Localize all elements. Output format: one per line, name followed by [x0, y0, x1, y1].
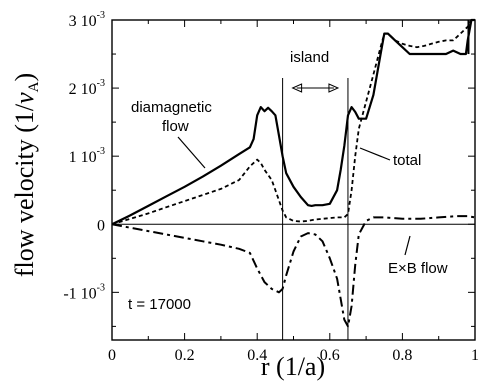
y-tick-mantissa: 1 10	[69, 149, 97, 166]
y-tick-label-4: 3 10-3	[69, 10, 105, 30]
y-axis-title-close: )	[10, 73, 39, 82]
y-tick-exponent: -3	[97, 78, 105, 89]
x-tick-label-1: 0.2	[175, 347, 195, 364]
y-tick-exponent: -3	[97, 282, 105, 293]
x-tick-label-4: 0.8	[392, 347, 412, 364]
y-tick-label-2: 1 10-3	[69, 146, 105, 166]
island-arrow-head-right	[328, 83, 340, 93]
island-arrow-head-left	[291, 83, 303, 93]
y-tick-mantissa: 2 10	[69, 81, 97, 98]
x-axis-title: r (1/a)	[261, 352, 325, 381]
x-tick-label-5: 1	[471, 347, 479, 364]
y-tick-exponent: -3	[97, 10, 105, 21]
y-tick-label-3: 2 10-3	[69, 78, 105, 98]
x-tick-label-2: 0.4	[247, 347, 267, 364]
total-label: total	[393, 152, 421, 169]
y-tick-label-1: 0	[97, 217, 105, 234]
series-exb-line	[111, 215, 476, 328]
y-axis-title-var: v	[10, 92, 39, 104]
y-tick-label-0: -1 10-3	[63, 282, 105, 302]
x-tick-label-3: 0.6	[320, 347, 340, 364]
y-axis-title-main: flow velocity (1/	[10, 103, 39, 277]
diamagnetic-leader-line	[177, 136, 206, 169]
y-tick-mantissa: 3 10	[69, 13, 97, 30]
series-diamagnetic-line	[111, 18, 475, 226]
y-tick-mantissa: 0	[97, 217, 105, 234]
exb-leader-line	[404, 235, 411, 256]
y-axis-title-sub: A	[26, 81, 42, 92]
diamagnetic-label-line1: diamagnetic	[131, 99, 212, 116]
y-tick-mantissa: -1 10	[63, 285, 96, 302]
curves	[111, 18, 476, 328]
time-label: t = 17000	[128, 296, 191, 313]
island-label: island	[290, 49, 329, 66]
diamagnetic-label-line2: flow	[162, 118, 189, 135]
exb-label: E×B flow	[388, 260, 448, 277]
plot-frame	[111, 19, 476, 341]
x-tick-label-0: 0	[108, 347, 116, 364]
plot-area: 0 0.2 0.4 0.6 0.8 1-1 10-301 10-32 10-33 10-3	[63, 10, 479, 364]
y-tick-exponent: -3	[97, 146, 105, 157]
total-leader-line	[359, 147, 391, 161]
annotations: island diamagnetic flow total E×B flow t…	[10, 49, 448, 381]
y-axis-title: flow velocity (1/vA)	[10, 73, 42, 277]
